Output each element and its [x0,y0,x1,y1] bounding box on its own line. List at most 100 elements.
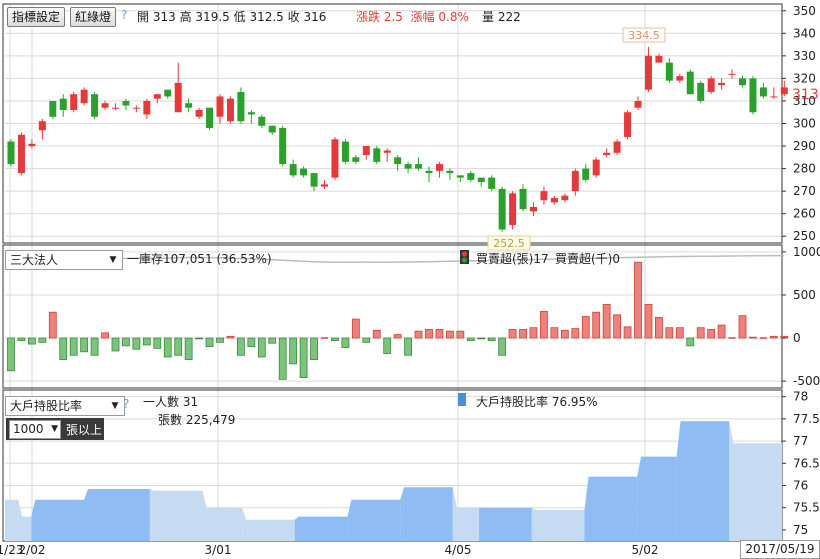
candle-body [226,98,234,122]
candle-body [624,112,632,138]
candle-body [519,188,527,210]
inst-bar [414,330,423,339]
candle-body [488,177,496,189]
inst-bar [655,316,663,339]
inst-bar [675,327,684,339]
threshold-select[interactable]: 1000 ▼ [9,420,61,439]
ohlc-info: 開 313 高 319.5 低 312.5 收 316 [137,8,326,25]
candle-body [373,148,381,162]
candle-body [185,103,193,108]
inst-bar [132,337,141,350]
candle-body [195,109,203,117]
x-tick-label: 5/02 [632,543,659,557]
candle-body [258,116,266,126]
max-price-label: 334.5 [628,29,660,42]
volume-info: 量 222 [482,8,521,25]
candle-body [352,157,360,162]
candle-body [331,139,339,178]
holder-tick-label: 76.5 [793,456,820,470]
inst-bar [268,337,277,344]
holder-ratio-segment [294,516,348,541]
holder-ratio-segment [637,456,677,541]
candle-body [655,55,663,63]
inst-bar [686,337,695,347]
traffic-light-button[interactable]: 紅綠燈 [70,7,117,27]
holder-tick-label: 78 [793,390,808,404]
help-icon[interactable]: ? [123,397,130,411]
holder-count: 一人數 31 [143,395,199,409]
inst-bar [738,315,747,339]
inst-bar [602,304,611,339]
min-price-label: 252.5 [493,237,525,250]
holder-ratio-segment [531,507,585,541]
x-tick-label: 3/01 [205,543,232,557]
candle-body [289,164,297,176]
candle-body [17,134,25,174]
candle-body [383,150,391,153]
candle-body [268,125,276,133]
inst-bar [560,329,569,339]
inst-bar [393,334,402,339]
inst-bar [205,337,214,348]
candle-body [644,55,652,90]
holder-ratio-segment [31,499,84,541]
low-value: 312.5 [249,10,284,24]
candle-body [749,78,757,113]
inst-bar [142,337,151,346]
price-tick-label: 250 [793,229,816,243]
inst-bar [644,304,653,339]
holder-tick-label: 75 [793,523,808,537]
holder-ratio-select[interactable]: 大戶持股比率 ▼ [5,396,125,416]
holder-ratio-legend: 大戶持股比率 76.95% [476,395,598,409]
buy-sell-thousand-legend: 買賣超(千)0 [555,252,620,266]
holder-tick-label: 77.5 [793,412,820,426]
inst-bar [216,337,224,343]
candle-body [582,168,590,180]
candle-body [404,164,412,169]
inst-bar [195,337,204,340]
price-tick-label: 340 [793,26,816,40]
indicator-settings-button[interactable]: 指標設定 [7,7,66,27]
candle-body [101,103,109,108]
inst-bar [769,335,778,339]
candle-body [153,94,161,99]
x-tick-label: 2/02 [19,543,46,557]
price-tick-label: 350 [793,4,816,18]
candle-body [394,157,402,165]
candlestick-series [7,46,788,232]
candle-body [634,100,642,108]
inst-bar [581,316,590,339]
inst-bar [101,332,109,339]
buy-sell-lots-legend: 買賣超(張)17 [476,252,549,266]
candle-body [164,89,172,97]
candle-body [80,89,88,104]
holder-ratio-segment [202,490,243,541]
candle-body [91,94,99,117]
institutional-select[interactable]: 三大法人 ▼ [5,250,123,270]
inst-bar [80,337,89,353]
last-price-label: 313 [792,87,819,103]
candle-body [759,87,767,97]
candle-body [686,71,694,95]
candle-body [780,87,788,95]
candle-body [206,107,214,129]
high-value: 319.5 [195,10,230,24]
candle-body [540,191,548,201]
inst-tick-label: -500 [793,374,820,388]
inst-bar [592,311,601,339]
inst-bar [425,329,433,339]
candle-body [216,96,224,117]
holder-tick-label: 75.5 [793,501,820,515]
inst-bar [69,337,78,356]
inst-bar [529,327,538,339]
help-icon[interactable]: ? [121,8,128,22]
candle-body [28,143,36,147]
current-date-box: 2017/05/19 [740,540,820,559]
candle-body [425,170,433,174]
inst-bar [477,337,486,340]
candle-body [132,107,140,109]
candle-body [697,82,705,101]
inst-bar [466,337,475,342]
x-tick-label: 1/23 [0,543,23,557]
